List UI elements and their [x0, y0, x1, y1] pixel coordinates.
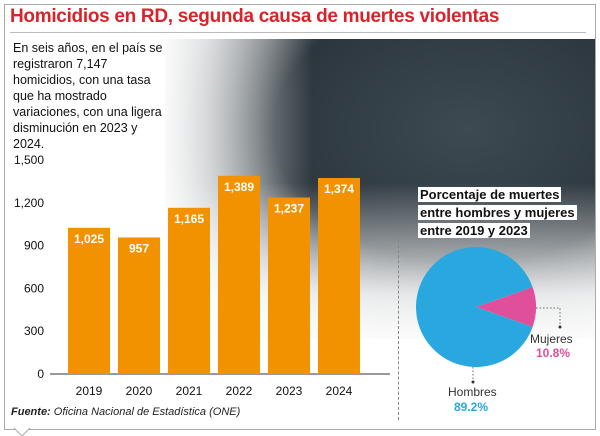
bar-2021	[168, 207, 210, 374]
data-label: 1,389	[224, 180, 254, 194]
pie-title: Porcentaje de muertes entre hombres y mu…	[418, 187, 577, 238]
bar-2023	[268, 197, 310, 374]
x-tick-label: 2023	[276, 384, 303, 398]
pie-value-hombres: 89.2%	[454, 400, 489, 414]
x-tick-label: 2019	[76, 384, 103, 398]
pie-label-hombres: Hombres	[448, 385, 497, 399]
leader-dot	[471, 380, 475, 384]
x-tick-label: 2024	[326, 384, 353, 398]
x-tick-label: 2022	[226, 384, 253, 398]
y-tick-label: 600	[24, 281, 44, 295]
y-tick-label: 300	[24, 324, 44, 338]
x-tick-label: 2021	[176, 384, 203, 398]
y-tick-label: 900	[24, 239, 44, 253]
bar-2019	[68, 227, 110, 374]
y-tick-label: 0	[37, 367, 44, 381]
data-label: 1,165	[174, 212, 204, 226]
divider	[10, 32, 586, 33]
pie-value-mujeres: 10.8%	[536, 346, 571, 360]
bar-2020	[118, 237, 160, 374]
pie-label-mujeres: Mujeres	[530, 332, 573, 346]
data-label: 1,374	[324, 182, 354, 196]
leader-line	[536, 307, 561, 327]
page-title: Homicidios en RD, segunda causa de muert…	[10, 6, 500, 27]
pie-slice-mujeres	[476, 287, 536, 327]
divider	[398, 240, 399, 420]
bar-2024	[318, 177, 360, 374]
bar-2022	[218, 175, 260, 374]
source-note: Fuente: Oficina Nacional de Estadística …	[11, 406, 241, 418]
pie-slice-hombres	[416, 247, 533, 367]
intro-text: En seis años, en el país se registraron …	[13, 41, 163, 151]
leader-dot	[558, 325, 562, 329]
data-label: 957	[129, 241, 149, 255]
data-label: 1,237	[274, 202, 304, 216]
y-tick-label: 1,200	[14, 196, 44, 210]
y-tick-label: 1,500	[14, 153, 44, 167]
data-label: 1,025	[74, 232, 104, 246]
x-tick-label: 2020	[126, 384, 153, 398]
callout-notch	[13, 427, 31, 436]
